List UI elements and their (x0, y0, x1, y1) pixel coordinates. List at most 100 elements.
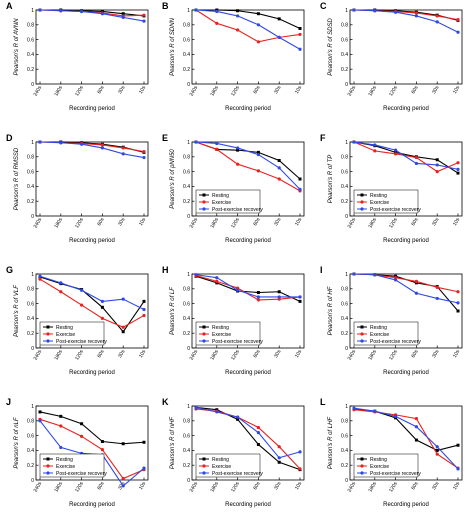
x-tick-label: 60s (410, 217, 419, 227)
data-point-exercise (256, 425, 260, 430)
data-point-recovery (59, 445, 63, 450)
x-tick-label: 240s (189, 217, 200, 230)
legend-marker-exercise (360, 464, 364, 468)
x-tick-label: 120s (388, 349, 399, 362)
data-point-recovery (236, 14, 240, 18)
x-tick-label: 30s (273, 481, 282, 491)
legend-marker-resting (360, 193, 364, 197)
chart-panel-j: J 0 0.2 0.4 0.6 0.8 1 Pearson's R of nLF 240s 180… (6, 397, 149, 508)
y-tick-label: 1 (345, 8, 348, 14)
x-axis-label: Recording period (225, 106, 271, 112)
series-line-resting (195, 275, 301, 302)
data-point-exercise (215, 279, 219, 283)
legend-marker-resting (46, 457, 50, 461)
series-line-exercise (353, 273, 459, 293)
x-axis-label: Recording period (383, 502, 429, 508)
data-point-exercise (142, 150, 146, 154)
legend-marker-exercise (360, 200, 364, 204)
legend-marker-recovery (360, 471, 364, 475)
y-tick-label: 0.4 (341, 184, 348, 190)
data-point-resting (59, 414, 63, 418)
panel-label: D (6, 133, 13, 143)
data-point-recovery (435, 445, 439, 449)
legend-marker-recovery (202, 339, 206, 343)
y-tick-label: 0.2 (183, 463, 190, 469)
legend-label-exercise: Exercise (212, 332, 231, 338)
x-axis-label: Recording period (69, 370, 115, 376)
y-tick-label: 0.2 (27, 463, 34, 469)
y-tick-label: 0.4 (183, 448, 190, 454)
x-tick-label: 120s (388, 481, 399, 494)
y-tick-label: 0.8 (183, 419, 190, 425)
series-line-recovery (353, 141, 459, 170)
data-point-resting (236, 417, 240, 421)
series-line-resting (195, 406, 301, 471)
chart-panel-d: D 0 0.2 0.4 0.6 0.8 1 Pearson's R of RMSSD 240s 1… (6, 133, 149, 244)
y-tick-label: 0.8 (183, 23, 190, 29)
data-point-recovery (142, 307, 146, 312)
data-point-resting (80, 422, 84, 426)
x-tick-label: 180s (53, 481, 64, 494)
x-tick-label: 30s (431, 349, 440, 359)
y-tick-label: 0.4 (27, 184, 34, 190)
x-tick-label: 10s (294, 481, 303, 491)
x-tick-label: 120s (74, 85, 85, 98)
data-point-resting (277, 159, 281, 162)
y-tick-label: 1 (345, 404, 348, 410)
legend-label-exercise: Exercise (212, 464, 231, 470)
y-axis-label: Pearson's R of nHF (170, 417, 176, 470)
panel-label: H (162, 265, 169, 275)
legend-label-exercise: Exercise (370, 200, 389, 206)
data-point-recovery (256, 431, 260, 435)
data-point-exercise (414, 155, 418, 160)
x-tick-label: 60s (252, 349, 261, 359)
legend-label-recovery: Post-exercise recovery (370, 207, 421, 213)
x-tick-label: 180s (209, 85, 220, 98)
data-point-recovery (277, 456, 281, 460)
y-tick-label: 0.8 (27, 287, 34, 293)
legend-marker-resting (360, 325, 364, 329)
y-tick-label: 0.2 (27, 67, 34, 73)
legend-label-recovery: Post-exercise recovery (370, 471, 421, 477)
chart-panel-b: B 0 0.2 0.4 0.6 0.8 1 Pearson's R of SDNN 240s 18… (162, 1, 305, 112)
legend-box (39, 453, 105, 478)
data-point-exercise (215, 147, 219, 151)
data-point-recovery (277, 295, 281, 299)
data-point-recovery (194, 273, 198, 277)
y-tick-label: 0.6 (183, 433, 190, 439)
x-tick-label: 180s (53, 349, 64, 362)
data-point-resting (121, 12, 125, 16)
series-line-resting (40, 9, 145, 17)
series-line-recovery (195, 141, 301, 190)
data-point-exercise (256, 169, 260, 173)
legend-label-resting: Resting (212, 325, 229, 331)
data-point-resting (298, 299, 302, 303)
chart-panel-g: G 0 0.2 0.4 0.6 0.8 1 Pearson's R of VLF 240s 180… (6, 265, 149, 376)
chart-panel-c: C 0 0.2 0.4 0.6 0.8 1 Pearson's R of SDSD 240s 18… (320, 1, 463, 112)
y-tick-label: 0 (345, 82, 348, 88)
data-point-recovery (38, 274, 42, 278)
legend-marker-recovery (202, 207, 206, 211)
legend-label-recovery: Post-exercise recovery (56, 339, 107, 345)
legend-label-exercise: Exercise (212, 200, 231, 206)
x-axis-label: Recording period (69, 502, 115, 508)
x-tick-label: 30s (117, 85, 126, 95)
y-tick-label: 0.6 (27, 169, 34, 175)
x-tick-label: 10s (452, 349, 461, 359)
legend-box (353, 189, 419, 214)
data-point-exercise (100, 316, 104, 320)
data-point-recovery (456, 167, 460, 171)
y-tick-label: 0.6 (341, 433, 348, 439)
data-point-exercise (414, 416, 418, 421)
series-line-exercise (353, 141, 459, 173)
data-point-resting (256, 150, 260, 154)
data-point-recovery (277, 166, 281, 170)
data-point-resting (100, 305, 104, 309)
legend-marker-recovery (46, 471, 50, 475)
data-point-recovery (394, 148, 398, 152)
data-point-recovery (256, 295, 260, 299)
x-tick-label: 120s (74, 481, 85, 494)
legend-label-resting: Resting (212, 457, 229, 463)
legend-marker-resting (202, 325, 206, 329)
